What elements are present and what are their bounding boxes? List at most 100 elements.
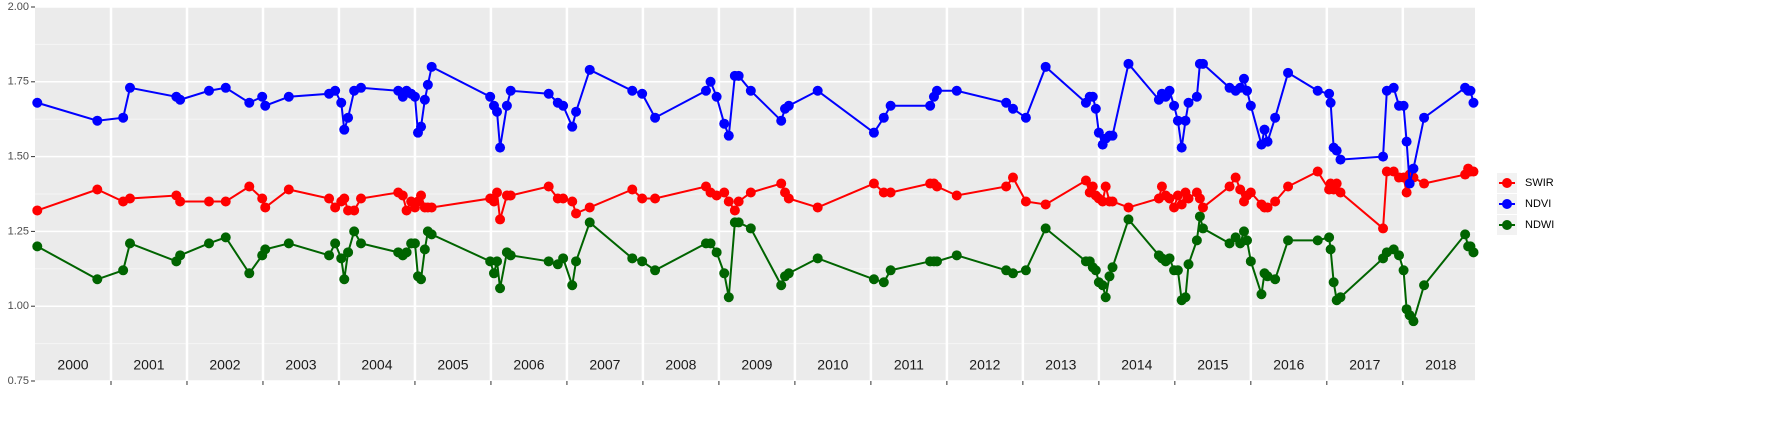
point: [931, 256, 942, 267]
point: [733, 70, 744, 81]
point: [925, 100, 936, 111]
point: [1180, 292, 1191, 303]
point: [584, 64, 595, 75]
point: [505, 85, 516, 96]
point: [1040, 223, 1051, 234]
point: [1087, 91, 1098, 102]
point: [812, 202, 823, 213]
point: [543, 256, 554, 267]
point: [92, 274, 103, 285]
point: [505, 190, 516, 201]
point: [175, 250, 186, 261]
point: [627, 85, 638, 96]
point: [257, 193, 268, 204]
point: [571, 208, 582, 219]
point: [416, 190, 427, 201]
point: [783, 268, 794, 279]
point: [426, 61, 437, 72]
year-label: 2000: [57, 357, 88, 373]
point: [124, 82, 135, 93]
point: [868, 127, 879, 138]
point: [1197, 58, 1208, 69]
point: [1388, 82, 1399, 93]
year-label: 2010: [817, 357, 848, 373]
point: [1020, 265, 1031, 276]
point: [1007, 268, 1018, 279]
point: [1176, 142, 1187, 153]
year-label: 2011: [894, 357, 924, 373]
point: [1087, 181, 1098, 192]
point: [931, 85, 942, 96]
year-label: 2014: [1121, 357, 1152, 373]
point: [951, 85, 962, 96]
year-label: 2016: [1273, 357, 1304, 373]
point: [627, 184, 638, 195]
point: [1191, 91, 1202, 102]
point: [244, 181, 255, 192]
point: [1183, 97, 1194, 108]
point: [733, 217, 744, 228]
legend-label: SWIR: [1525, 177, 1554, 189]
point: [745, 85, 756, 96]
point: [868, 178, 879, 189]
point: [204, 196, 215, 207]
year-label: 2003: [285, 357, 316, 373]
legend-marker: [1502, 178, 1512, 188]
point: [1242, 85, 1253, 96]
point: [1123, 58, 1134, 69]
point: [1194, 211, 1205, 222]
point: [705, 76, 716, 87]
point: [1245, 187, 1256, 198]
point: [733, 196, 744, 207]
point: [1324, 232, 1335, 243]
point: [260, 244, 271, 255]
point: [1398, 100, 1409, 111]
point: [783, 193, 794, 204]
point: [1020, 196, 1031, 207]
point: [175, 196, 186, 207]
point: [584, 202, 595, 213]
point: [1100, 181, 1111, 192]
point: [1164, 193, 1175, 204]
year-label: 2008: [665, 357, 696, 373]
point: [1335, 292, 1346, 303]
point: [558, 100, 569, 111]
point: [501, 100, 512, 111]
point: [1040, 199, 1051, 210]
y-tick-label: 1.50: [8, 151, 29, 163]
year-label: 2015: [1197, 357, 1228, 373]
point: [885, 100, 896, 111]
point: [1235, 184, 1246, 195]
point: [1312, 166, 1323, 177]
point: [324, 193, 335, 204]
point: [485, 256, 496, 267]
y-tick-label: 1.25: [8, 225, 29, 237]
point: [1164, 253, 1175, 264]
point: [1238, 73, 1249, 84]
point: [485, 91, 496, 102]
point: [711, 190, 722, 201]
point: [1191, 235, 1202, 246]
point: [260, 100, 271, 111]
point: [1007, 103, 1018, 114]
point: [1001, 97, 1012, 108]
point: [1460, 229, 1471, 240]
point: [283, 91, 294, 102]
point: [401, 205, 412, 216]
point: [1245, 256, 1256, 267]
point: [1169, 100, 1180, 111]
point: [330, 238, 341, 249]
point: [349, 205, 360, 216]
point: [260, 202, 271, 213]
point: [505, 250, 516, 261]
point: [416, 121, 427, 132]
point: [1419, 280, 1430, 291]
point: [1401, 136, 1412, 147]
point: [1020, 112, 1031, 123]
point: [1107, 262, 1118, 273]
point: [650, 193, 661, 204]
point: [283, 238, 294, 249]
point: [1324, 88, 1335, 99]
point: [1262, 271, 1273, 282]
point: [1080, 175, 1091, 186]
